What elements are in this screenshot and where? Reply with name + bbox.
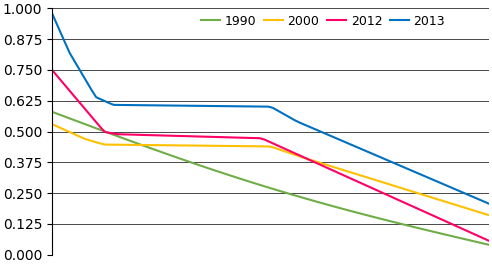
1990 (464, 238, 470, 241)
2012 (451, 223, 457, 227)
2012 (133, 133, 139, 136)
2013 (451, 187, 457, 190)
2013 (133, 103, 139, 107)
2013 (49, 12, 55, 15)
1990 (274, 189, 280, 192)
2000 (49, 123, 55, 126)
1990 (309, 199, 315, 202)
1990 (451, 235, 457, 238)
2013 (486, 202, 492, 205)
2013 (274, 109, 280, 112)
2000 (309, 159, 315, 162)
1990 (133, 141, 139, 144)
1990 (151, 148, 156, 151)
Line: 2000: 2000 (52, 124, 489, 215)
2013 (309, 127, 315, 130)
2013 (464, 193, 470, 196)
2012 (464, 229, 470, 232)
2012 (309, 160, 315, 163)
2000 (451, 203, 457, 206)
1990 (486, 243, 492, 247)
2000 (133, 143, 139, 147)
2013 (151, 104, 156, 107)
2012 (274, 144, 280, 147)
2000 (486, 214, 492, 217)
2000 (464, 207, 470, 210)
2012 (49, 68, 55, 72)
Legend: 1990, 2000, 2012, 2013: 1990, 2000, 2012, 2013 (196, 10, 450, 33)
2012 (486, 239, 492, 243)
Line: 1990: 1990 (52, 112, 489, 245)
2000 (151, 144, 156, 147)
2012 (151, 134, 156, 137)
1990 (49, 110, 55, 113)
Line: 2013: 2013 (52, 13, 489, 204)
2000 (274, 147, 280, 150)
Line: 2012: 2012 (52, 70, 489, 241)
